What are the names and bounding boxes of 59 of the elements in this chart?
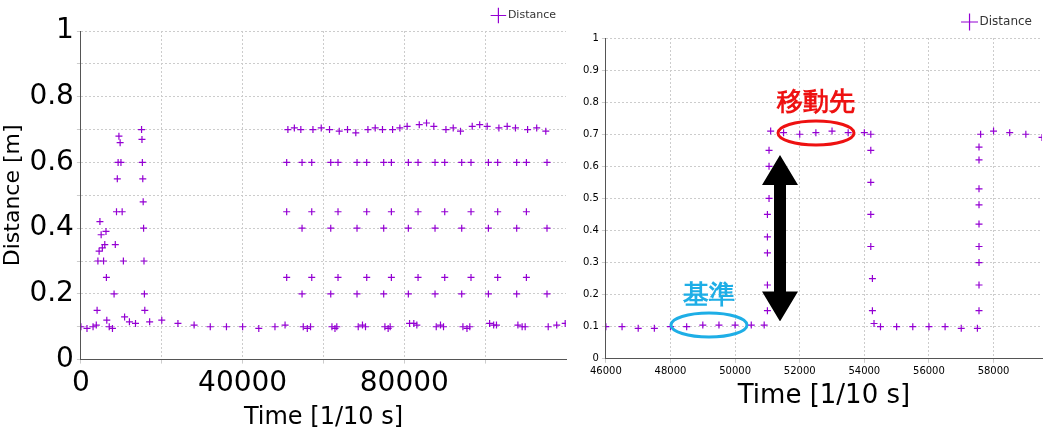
point — [974, 219, 984, 229]
x-tick-label: 54000 — [848, 365, 881, 377]
point — [747, 321, 756, 330]
x-tick-label: 52000 — [783, 365, 816, 377]
point — [764, 162, 774, 171]
point — [827, 126, 837, 136]
point — [766, 126, 775, 136]
x-tick-label: 48000 — [654, 365, 687, 377]
point — [974, 184, 984, 193]
point — [731, 321, 740, 330]
annotation: 移動先 — [775, 86, 855, 117]
legend-label: Distance — [507, 8, 557, 22]
point — [974, 155, 984, 164]
point — [811, 128, 820, 137]
point — [974, 142, 984, 152]
x-tick-label: 40000 — [198, 364, 288, 398]
point — [974, 200, 984, 209]
point — [974, 280, 984, 290]
y-tick-label: 0.5 — [583, 191, 599, 203]
x-axis-title: Time [1/10 s] — [242, 401, 404, 430]
point — [940, 322, 950, 331]
y-tick-label: 1 — [592, 31, 599, 43]
point — [924, 322, 934, 331]
x-tick-label: 46000 — [590, 365, 622, 377]
y-tick-label: 0 — [592, 352, 599, 364]
point — [764, 194, 774, 203]
point — [617, 322, 627, 331]
y-tick-label: 0.3 — [583, 256, 599, 268]
x-tick-label: 56000 — [913, 365, 945, 377]
y-tick-label: 0.6 — [29, 143, 74, 177]
point — [714, 321, 724, 330]
point — [760, 321, 769, 330]
point — [974, 242, 984, 251]
point — [763, 248, 772, 258]
x-axis-title: Time [1/10 s] — [736, 379, 911, 410]
y-tick-label: 0.8 — [583, 95, 599, 107]
point — [989, 126, 998, 136]
y-tick-label: 0.1 — [583, 320, 599, 332]
x-tick-label: 58000 — [977, 365, 1010, 377]
y-tick-label: 0.8 — [29, 78, 74, 111]
y-tick-label: 0.2 — [29, 275, 74, 309]
x-tick-label: 80000 — [359, 364, 449, 398]
x-tick-label: 50000 — [719, 365, 752, 377]
point — [974, 258, 984, 267]
y-tick-label: 0.4 — [29, 209, 74, 243]
y-tick-label: 0.4 — [583, 224, 599, 236]
point — [974, 306, 984, 315]
y-tick-label: 0.2 — [583, 288, 599, 300]
y-axis-title: Distance [m] — [0, 124, 24, 267]
y-tick-label: 0.9 — [583, 63, 599, 75]
point — [764, 146, 774, 155]
annotation: 基準 — [682, 278, 736, 309]
legend-label: Distance — [979, 14, 1033, 29]
y-tick-label: 1 — [56, 12, 74, 46]
y-tick-label: 0.7 — [583, 127, 599, 139]
point — [698, 321, 707, 330]
point — [763, 232, 772, 241]
y-tick-label: 0.6 — [583, 159, 599, 171]
point — [763, 280, 772, 290]
